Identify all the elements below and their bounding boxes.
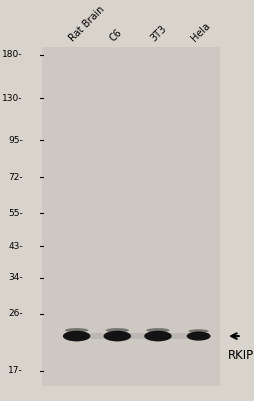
Ellipse shape <box>146 328 169 332</box>
Text: Rat Brain: Rat Brain <box>67 4 106 43</box>
Text: 180-: 180- <box>2 51 23 59</box>
Text: 34-: 34- <box>8 273 23 282</box>
Text: 72-: 72- <box>8 173 23 182</box>
Text: 26-: 26- <box>8 309 23 318</box>
Ellipse shape <box>103 331 131 341</box>
Text: Hela: Hela <box>188 21 211 43</box>
Ellipse shape <box>144 331 171 341</box>
Ellipse shape <box>105 328 129 332</box>
Ellipse shape <box>65 328 88 332</box>
Ellipse shape <box>186 332 210 340</box>
Text: 43-: 43- <box>8 242 23 251</box>
Text: C6: C6 <box>107 27 123 43</box>
Text: 95-: 95- <box>8 136 23 145</box>
Text: 55-: 55- <box>8 209 23 218</box>
Text: 17-: 17- <box>8 366 23 375</box>
Text: 130-: 130- <box>2 94 23 103</box>
Ellipse shape <box>188 329 208 333</box>
FancyBboxPatch shape <box>64 333 209 339</box>
Text: 3T3: 3T3 <box>148 24 168 43</box>
Ellipse shape <box>63 331 90 341</box>
Text: RKIP: RKIP <box>227 349 252 363</box>
FancyBboxPatch shape <box>42 47 219 386</box>
